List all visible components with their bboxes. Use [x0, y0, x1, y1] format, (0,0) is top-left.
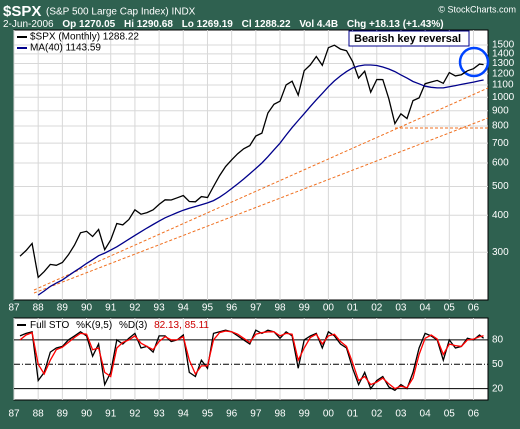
y-tick-label: 1200: [492, 68, 515, 79]
chart-title: $SPX: [3, 3, 41, 20]
x-tick-label: 89: [57, 409, 69, 420]
high: Hi 1290.68: [124, 19, 173, 30]
x-tick-label: 95: [202, 409, 214, 420]
y-tick-label: 1500: [492, 40, 515, 51]
trend-line: [33, 87, 489, 291]
y-tick-label: 1300: [492, 58, 515, 69]
grid-layer: [13, 30, 488, 400]
sto-readout: 82.13, 85.11: [154, 320, 209, 331]
x-tick-label: 89: [57, 303, 69, 314]
legend-entry: %K(9,5): [76, 320, 112, 331]
x-tick-label: 94: [178, 409, 190, 420]
x-tick-label: 99: [299, 409, 311, 420]
x-tick-label: 05: [444, 409, 456, 420]
y-tick-label: 80: [492, 335, 504, 346]
trend-line: [33, 117, 489, 294]
x-tick-label: 93: [154, 409, 166, 420]
x-tick-label: 01: [347, 303, 359, 314]
y-tick-label: 1100: [492, 80, 514, 91]
x-tick-label: 87: [8, 409, 20, 420]
watermark: © StockCharts.com: [438, 4, 516, 14]
x-tick-label: 06: [468, 409, 480, 420]
y-tick-label: 1400: [492, 49, 515, 60]
y-tick-label: 600: [492, 158, 509, 169]
date: 2-Jun-2006: [3, 19, 54, 30]
x-tick-label: 97: [250, 409, 262, 420]
x-tick-label: 91: [105, 303, 117, 314]
x-tick-label: 96: [226, 303, 238, 314]
x-tick-label: 99: [299, 303, 311, 314]
legend-entry: MA(40) 1143.59: [30, 43, 101, 54]
x-tick-label: 00: [323, 303, 335, 314]
x-tick-label: 94: [178, 303, 190, 314]
series-line: [19, 44, 484, 279]
x-tick-label: 90: [81, 303, 93, 314]
y-tick-label: 20: [492, 383, 504, 394]
annotation-box: [348, 30, 470, 47]
open: Op 1270.05: [62, 19, 115, 30]
sto-label: Full STO: [30, 320, 69, 331]
y-tick-label: 300: [492, 247, 509, 258]
x-tick-label: 04: [420, 303, 432, 314]
x-tick-label: 02: [371, 303, 383, 314]
close: Cl 1288.22: [242, 19, 291, 30]
y-tick-label: 700: [492, 138, 509, 149]
x-tick-label: 06: [468, 303, 480, 314]
volume: Vol 4.4B: [299, 19, 338, 30]
annotation: Bearish key reversal: [354, 33, 461, 45]
x-tick-label: 05: [444, 303, 456, 314]
x-tick-label: 03: [395, 409, 407, 420]
x-tick-label: 96: [226, 409, 238, 420]
y-tick-label: 1000: [492, 92, 515, 103]
legend-entry: %D(3): [119, 320, 147, 331]
x-tick-label: 97: [250, 303, 262, 314]
chart-subtitle: (S&P 500 Large Cap Index) INDX: [46, 7, 196, 18]
series-line: [37, 64, 484, 296]
x-tick-label: 98: [274, 303, 286, 314]
sto-panel: [13, 317, 489, 401]
y-tick-label: 800: [492, 121, 509, 132]
x-tick-label: 98: [274, 409, 286, 420]
sto-legend: Full STO %K(9,5) %D(3) 82.13, 85.11: [30, 320, 209, 331]
x-tick-label: 00: [323, 409, 335, 420]
x-tick-label: 88: [33, 409, 45, 420]
x-tick-label: 01: [347, 409, 359, 420]
x-tick-label: 95: [202, 303, 214, 314]
x-tick-label: 93: [154, 303, 166, 314]
legend-entry: $SPX (Monthly) 1288.22: [30, 32, 139, 43]
y-tick-label: 900: [492, 105, 509, 116]
y-tick-label: 400: [492, 210, 509, 221]
x-tick-label: 88: [33, 303, 45, 314]
x-tick-label: 03: [395, 303, 407, 314]
change: Chg +18.13 (+1.43%): [347, 19, 444, 30]
y-tick-label: 500: [492, 181, 509, 192]
x-tick-label: 02: [371, 409, 383, 420]
y-tick-label: 50: [492, 359, 504, 370]
x-tick-label: 92: [129, 409, 141, 420]
x-tick-label: 90: [81, 409, 93, 420]
price-panel: [13, 29, 489, 301]
x-tick-label: 92: [129, 303, 141, 314]
x-tick-label: 91: [105, 409, 117, 420]
series-line: [19, 330, 484, 390]
highlight-circle: [458, 46, 490, 78]
x-tick-label: 87: [8, 303, 20, 314]
low: Lo 1269.19: [182, 19, 234, 30]
info-line: 2-Jun-2006 Op 1270.05 Hi 1290.68 Lo 1269…: [3, 19, 444, 30]
x-tick-label: 04: [420, 409, 432, 420]
